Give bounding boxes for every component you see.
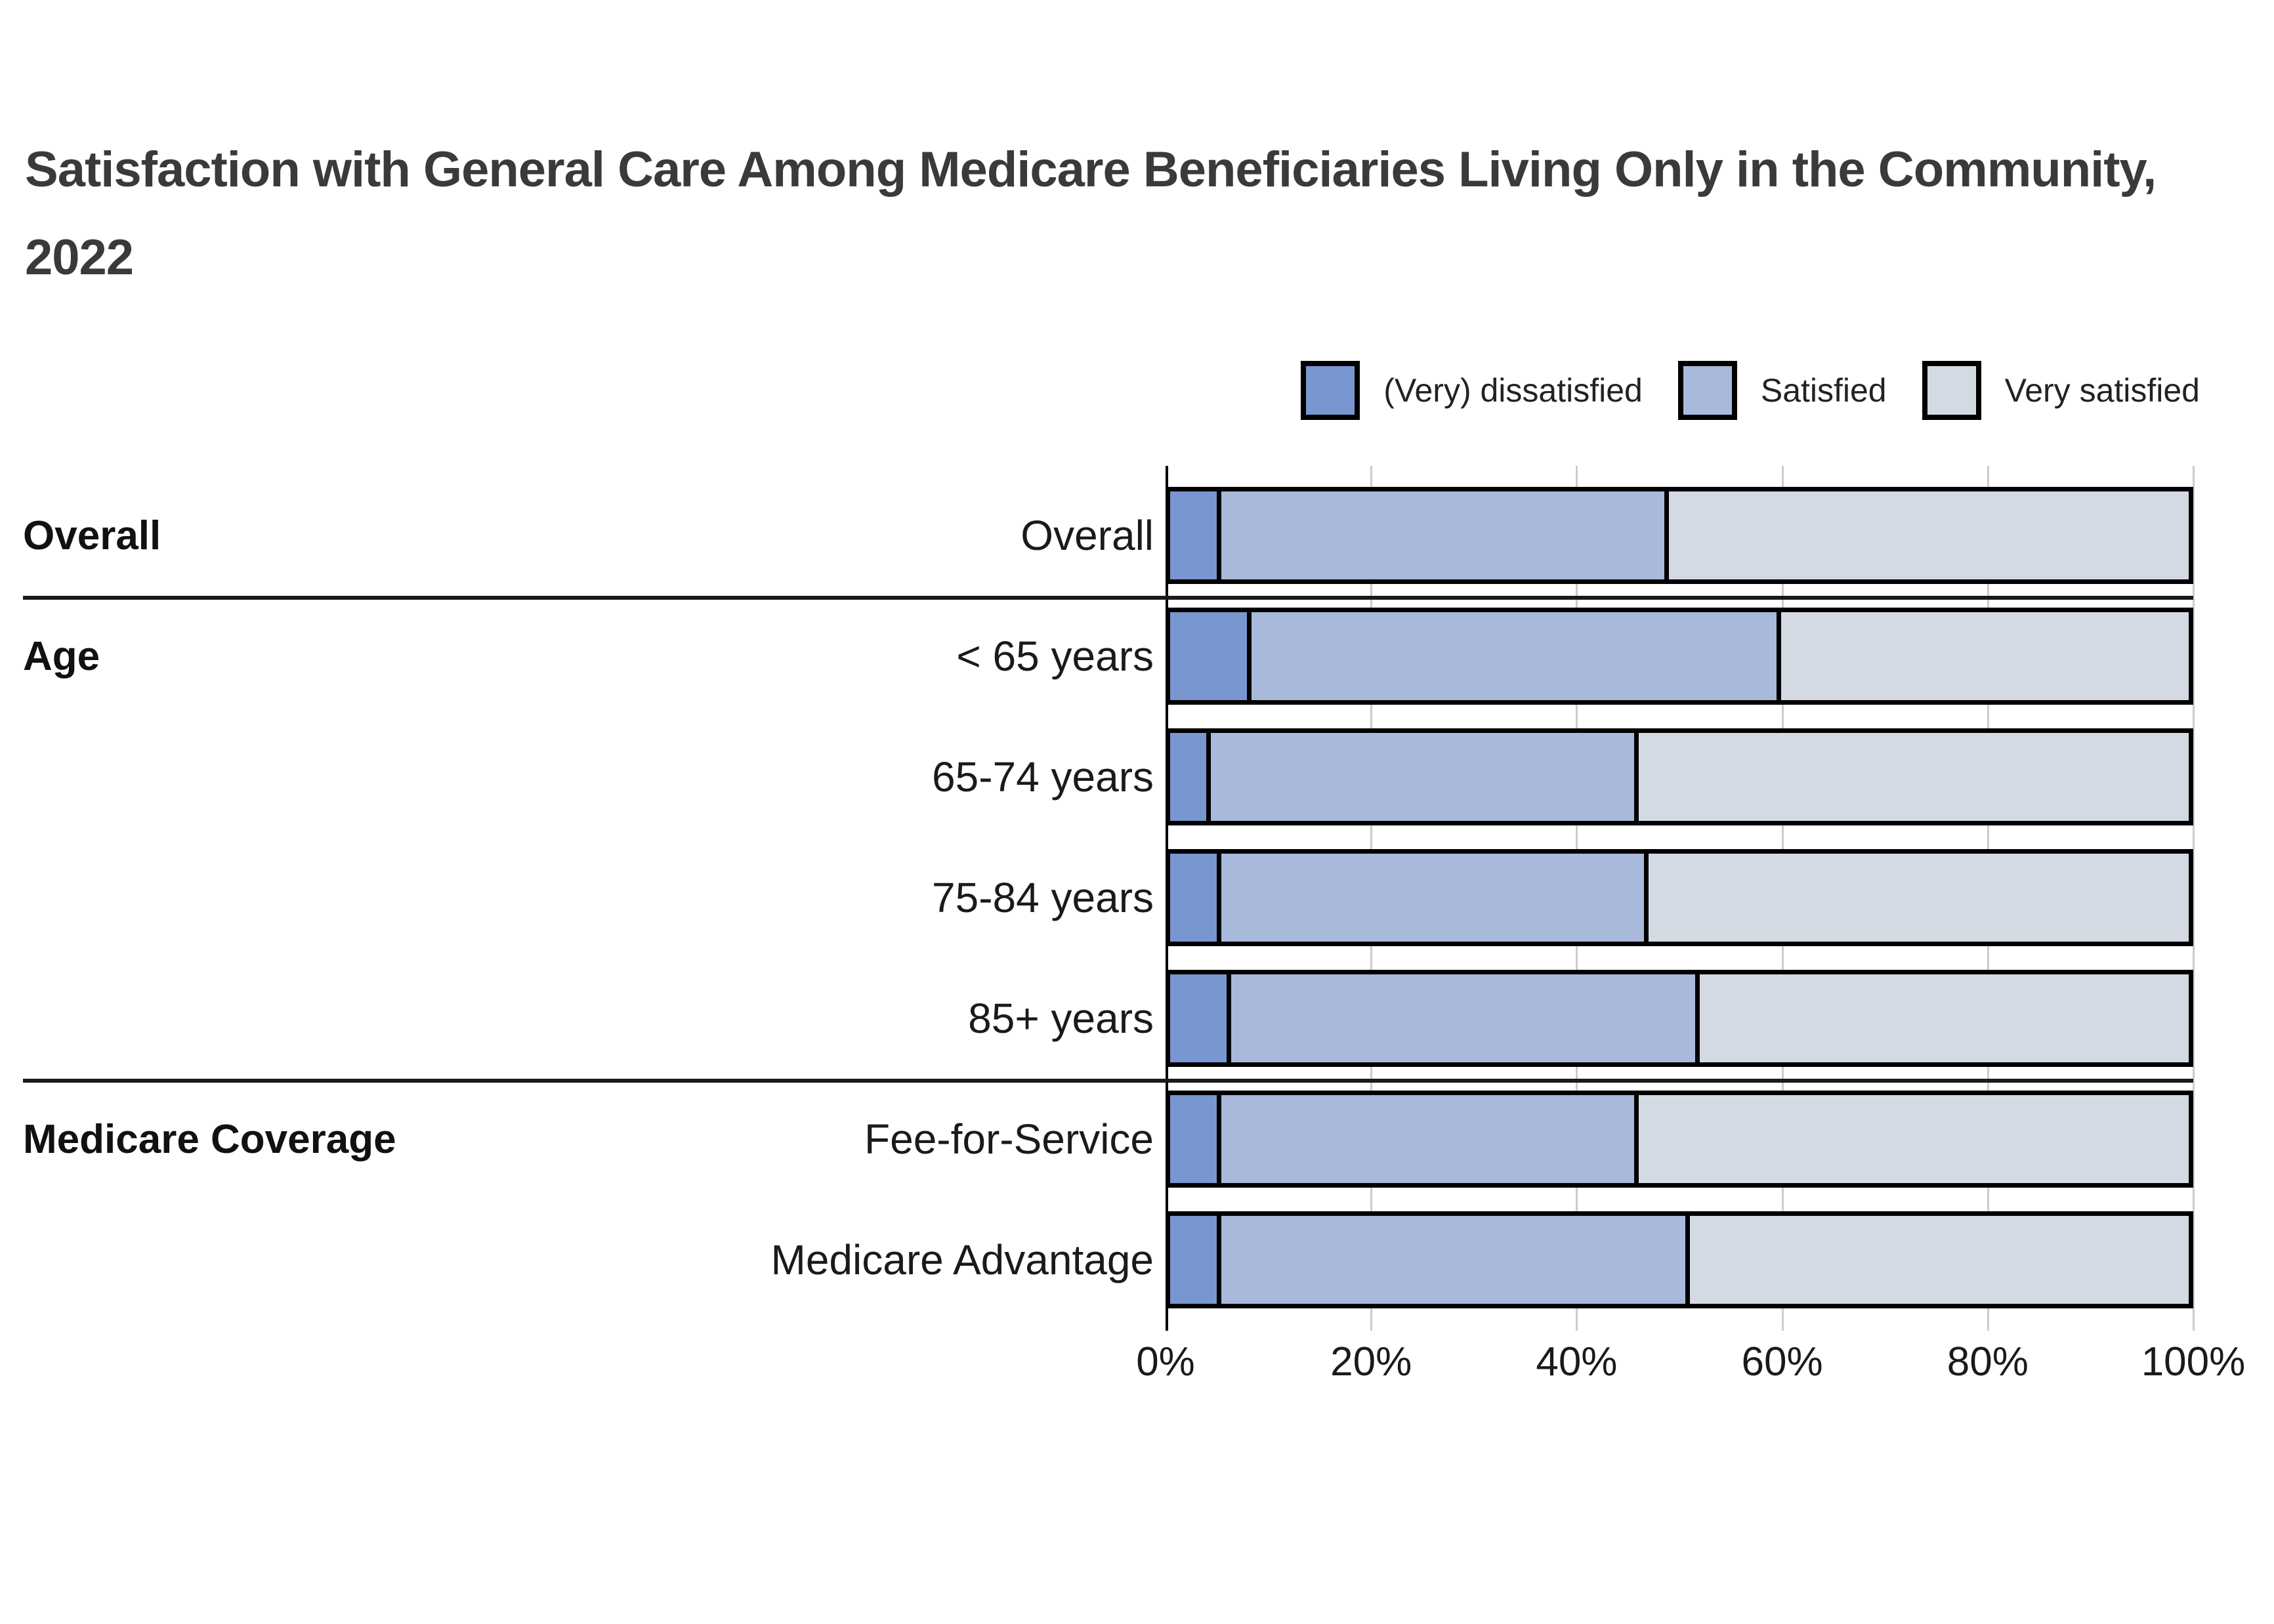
bar-segment-2 xyxy=(1221,1216,1690,1304)
bar-overall xyxy=(1166,487,2193,584)
bar-segment-2 xyxy=(1231,974,1700,1062)
bar-segment-3 xyxy=(1700,974,2189,1062)
row-label: Fee-for-Service xyxy=(864,1115,1154,1163)
row-label: < 65 years xyxy=(956,633,1154,680)
row-label: Medicare Advantage xyxy=(770,1236,1154,1283)
group-label: Overall xyxy=(23,512,161,558)
bar-segment-2 xyxy=(1221,491,1670,579)
bar-85-years xyxy=(1166,970,2193,1067)
bar-segment-2 xyxy=(1221,854,1649,942)
x-tick-label: 80% xyxy=(1947,1339,2029,1385)
row-label: 65-74 years xyxy=(932,753,1154,801)
bar-segment-3 xyxy=(1669,491,2189,579)
bar-segment-3 xyxy=(1781,612,2189,700)
bar-segment-2 xyxy=(1221,1095,1639,1183)
row-label: Overall xyxy=(1021,512,1154,559)
bar-75-84-years xyxy=(1166,849,2193,946)
bar-medicare-advantage xyxy=(1166,1211,2193,1308)
row-label: 75-84 years xyxy=(932,874,1154,921)
bar-segment-2 xyxy=(1252,612,1782,700)
bar-segment-1 xyxy=(1170,612,1252,700)
section-separator xyxy=(23,596,2193,600)
bar-segment-2 xyxy=(1211,733,1639,821)
legend-label: Very satisfied xyxy=(2004,372,2200,409)
legend-swatch-3 xyxy=(1922,361,1981,420)
row-label: 85+ years xyxy=(968,995,1154,1042)
bar--65-years xyxy=(1166,608,2193,705)
bar-segment-1 xyxy=(1170,974,1232,1062)
bar-segment-1 xyxy=(1170,1216,1221,1304)
gridline-100% xyxy=(2193,466,2195,1331)
x-tick-label: 0% xyxy=(1136,1339,1195,1385)
bar-segment-1 xyxy=(1170,491,1221,579)
x-tick-label: 20% xyxy=(1330,1339,1412,1385)
bar-segment-3 xyxy=(1638,733,2189,821)
legend-item: Very satisfied xyxy=(1922,361,2200,420)
chart-title: Satisfaction with General Care Among Med… xyxy=(25,142,2157,285)
bar-segment-3 xyxy=(1638,1095,2189,1183)
bar-fee-for-service xyxy=(1166,1091,2193,1188)
x-tick-label: 100% xyxy=(2141,1339,2246,1385)
bar-segment-3 xyxy=(1649,854,2189,942)
legend-item: Satisfied xyxy=(1677,361,1887,420)
group-label: Medicare Coverage xyxy=(23,1116,396,1162)
bar-65-74-years xyxy=(1166,728,2193,825)
bar-segment-1 xyxy=(1170,1095,1221,1183)
section-separator xyxy=(23,1079,2193,1083)
legend: (Very) dissatisfied Satisfied Very satisfi… xyxy=(1301,361,2200,420)
x-tick-label: 60% xyxy=(1741,1339,1823,1385)
x-tick-label: 40% xyxy=(1536,1339,1618,1385)
legend-label: Satisfied xyxy=(1760,372,1887,409)
legend-item: (Very) dissatisfied xyxy=(1301,361,1643,420)
bar-segment-1 xyxy=(1170,854,1221,942)
bar-segment-1 xyxy=(1170,733,1211,821)
legend-label: (Very) dissatisfied xyxy=(1383,372,1643,409)
group-label: Age xyxy=(23,633,100,679)
legend-swatch-1 xyxy=(1301,361,1360,420)
bar-segment-3 xyxy=(1689,1216,2189,1304)
legend-swatch-2 xyxy=(1677,361,1737,420)
